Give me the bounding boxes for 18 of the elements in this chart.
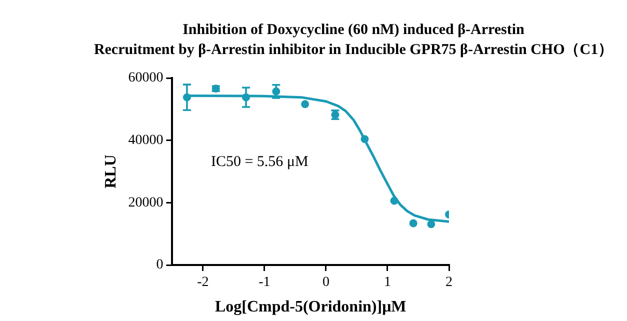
x-tick-label: 0 [322,275,330,290]
y-tick-label: 20000 [128,195,164,210]
point [390,196,398,205]
chart-title: Inhibition of Doxycycline (60 nM) induced β-Arrestin Recruitment by β-Arrestin inhibitor in Inducible GPR75 β-Arrestin CHO（C1） [94,22,614,58]
y-tick-label: 0 [156,258,164,273]
x-axis-title: Log[Cmpd-5(Oridonin)]μM [214,298,406,316]
point [360,135,369,144]
y-tick-label: 60000 [128,70,164,86]
point [427,220,436,228]
x-tick-label: -1 [258,275,270,290]
x-tick-label: 1 [384,275,391,290]
point [301,100,310,108]
x-tick-label: 2 [446,275,452,290]
y-axis-title: RLU [102,154,120,188]
annotation: IC50 = 5.56 μM [210,154,308,170]
point [409,219,418,228]
x-tick-label: -2 [197,275,209,290]
y-tick-label: 40000 [128,133,164,148]
